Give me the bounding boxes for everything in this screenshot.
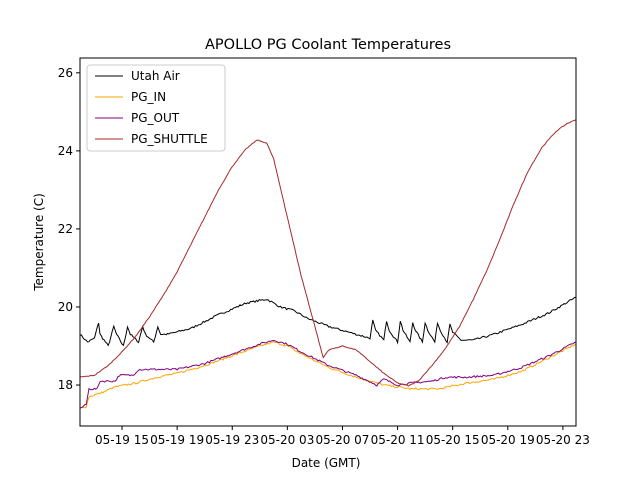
legend-box bbox=[86, 64, 226, 152]
legend-label: Utah Air bbox=[131, 69, 180, 83]
x-tick-label: 05-20 23 bbox=[536, 433, 590, 447]
legend-label: PG_IN bbox=[131, 90, 166, 104]
x-axis: 05-19 15 05-19 19 05-19 23 05-20 03 05-20 07… bbox=[95, 426, 590, 447]
y-axis-title: Temperature (C) bbox=[32, 193, 46, 292]
x-tick-label: 05-19 19 bbox=[150, 433, 204, 447]
y-tick-label: 22 bbox=[58, 222, 73, 236]
x-tick-label: 05-20 15 bbox=[426, 433, 480, 447]
legend-label: PG_SHUTTLE bbox=[131, 132, 208, 146]
x-tick-label: 05-19 15 bbox=[95, 433, 149, 447]
chart-title: APOLLO PG Coolant Temperatures bbox=[205, 37, 451, 53]
y-axis: 18 20 22 24 26 bbox=[58, 66, 80, 392]
series-line-pg-in bbox=[80, 340, 576, 409]
y-tick-label: 24 bbox=[58, 144, 73, 158]
y-tick-label: 20 bbox=[58, 300, 73, 314]
series-line-utah-air bbox=[80, 296, 576, 347]
series-layer bbox=[80, 119, 576, 409]
legend-label: PG_OUT bbox=[131, 111, 180, 125]
x-tick-label: 05-19 23 bbox=[205, 433, 259, 447]
series-line-pg-out bbox=[80, 339, 576, 409]
legend: Utah Air PG_IN PG_OUT PG_SHUTTLE bbox=[86, 64, 226, 152]
plot-frame bbox=[79, 57, 577, 427]
x-axis-title: Date (GMT) bbox=[292, 456, 361, 470]
x-tick-label: 05-20 11 bbox=[371, 433, 425, 447]
series-line-pg-shuttle bbox=[80, 119, 576, 387]
x-tick-label: 05-20 19 bbox=[481, 433, 535, 447]
x-tick-label: 05-20 03 bbox=[260, 433, 314, 447]
x-tick-label: 05-20 07 bbox=[315, 433, 369, 447]
y-tick-label: 26 bbox=[58, 66, 73, 80]
y-tick-label: 18 bbox=[58, 378, 73, 392]
